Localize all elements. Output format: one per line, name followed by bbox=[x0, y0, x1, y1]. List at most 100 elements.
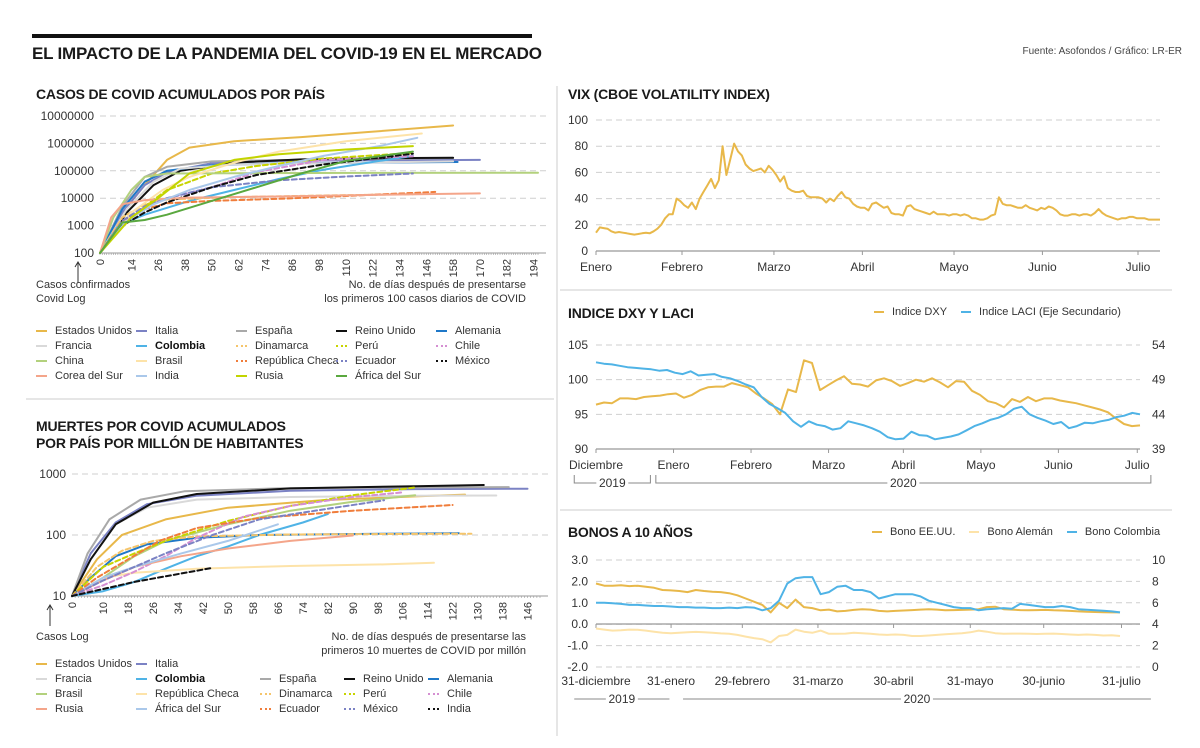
y2-tick-label: 54 bbox=[1152, 338, 1166, 352]
x-tick-label: 138 bbox=[498, 602, 510, 620]
legend-swatch bbox=[436, 330, 447, 333]
x-tick-label: 50 bbox=[207, 259, 219, 271]
x-tick-label: Abril bbox=[850, 260, 874, 274]
y-tick-label: 100000 bbox=[54, 164, 94, 178]
cases-x-note-line: No. de días después de presentarse bbox=[348, 279, 526, 291]
legend-item-espana: España bbox=[260, 672, 316, 686]
series-line-francia bbox=[99, 160, 455, 254]
y-tick-label: -2.0 bbox=[567, 660, 588, 674]
legend-swatch bbox=[336, 375, 347, 378]
deaths-x-note-line: primeros 10 muertes de COVID por millón bbox=[321, 645, 526, 657]
series-line-republica-checa bbox=[71, 561, 435, 597]
legend-item-colombia: Colombia bbox=[136, 339, 205, 353]
legend-swatch bbox=[136, 345, 147, 348]
legend-item-bono-colombia: Bono Colombia bbox=[1084, 526, 1161, 538]
y2-tick-label: 10 bbox=[1152, 553, 1166, 567]
x-tick-label: 34 bbox=[173, 602, 185, 614]
cases-y-note: Casos confirmados Covid Log bbox=[36, 278, 130, 306]
legend-item-francia: Francia bbox=[36, 672, 92, 686]
y-tick-label: 10000000 bbox=[41, 109, 95, 123]
legend-swatch bbox=[36, 708, 47, 711]
series-line-estados-unidos bbox=[99, 124, 455, 254]
y-tick-label: 80 bbox=[575, 139, 589, 153]
legend-label: Ecuador bbox=[355, 355, 396, 367]
y-tick-label: 1000 bbox=[39, 467, 66, 481]
legend-swatch bbox=[428, 708, 439, 711]
legend-label: Alemania bbox=[455, 325, 501, 337]
series-line-china bbox=[99, 171, 539, 254]
legend-label: África del Sur bbox=[355, 370, 422, 382]
column-divider bbox=[556, 86, 558, 736]
legend-swatch bbox=[260, 693, 271, 696]
year-label: 2019 bbox=[608, 692, 635, 706]
cases-chart: 100 1000 10000 100000 1000000 10000000 0 14 26 38… bbox=[41, 109, 546, 283]
legend-item-india: India bbox=[136, 369, 179, 383]
bonds-chart: -2.0 -1.0 0.0 1.0 2.0 3.0 0 2 4 6 8 10 31-diciembre 3… bbox=[561, 553, 1166, 706]
y-tick-label: 10 bbox=[53, 589, 67, 603]
x-tick-label: 106 bbox=[398, 602, 410, 620]
legend-label: Alemania bbox=[447, 673, 493, 685]
y2-tick-label: 2 bbox=[1152, 639, 1159, 653]
legend-label: Rusia bbox=[55, 703, 84, 715]
deaths-chart-title: MUERTES POR COVID ACUMULADOS POR PAÍS PO… bbox=[36, 418, 304, 452]
y-tick-label: 10000 bbox=[61, 191, 95, 205]
legend-label: Corea del Sur bbox=[55, 370, 123, 382]
x-tick-label: Marzo bbox=[812, 458, 846, 472]
x-tick-label: 82 bbox=[323, 602, 335, 614]
legend-swatch bbox=[36, 375, 47, 378]
legend-label: Ecuador bbox=[279, 703, 320, 715]
series-line-ecuador bbox=[99, 172, 414, 254]
year-label: 2020 bbox=[890, 476, 917, 490]
x-tick-label: 30-abril bbox=[874, 674, 914, 688]
legend-swatch bbox=[428, 678, 439, 681]
legend-swatch bbox=[344, 693, 355, 696]
x-tick-label: 146 bbox=[421, 259, 433, 277]
x-tick-label: 122 bbox=[368, 259, 380, 277]
legend-swatch bbox=[336, 345, 347, 348]
x-tick-label: Enero bbox=[658, 458, 690, 472]
legend-item-chile: Chile bbox=[436, 339, 480, 353]
legend-item-italia: Italia bbox=[136, 657, 178, 671]
dxy-legend: Indice DXY Indice LACI (Eje Secundario) bbox=[860, 306, 1121, 318]
legend-label: Italia bbox=[155, 658, 179, 670]
legend-item-chile: Chile bbox=[428, 687, 472, 701]
legend-swatch bbox=[436, 345, 447, 348]
x-tick-label: 146 bbox=[523, 602, 535, 620]
legend-item-colombia: Colombia bbox=[136, 672, 205, 686]
series-line-rusia bbox=[99, 145, 414, 254]
cases-legend: Estados Unidos Francia China Corea del Sur I… bbox=[36, 324, 556, 388]
y-tick-label: 1000 bbox=[67, 219, 94, 233]
deaths-legend: Estados Unidos Francia Brasil Rusia Italia Co… bbox=[36, 657, 556, 721]
series-line-bono-colombia bbox=[596, 576, 1121, 614]
legend-item-corea-del-sur: Corea del Sur bbox=[36, 369, 123, 383]
legend-item-brasil: Brasil bbox=[36, 687, 83, 701]
x-tick-label: 194 bbox=[529, 259, 541, 277]
series-line-indice-dxy bbox=[595, 359, 1141, 428]
x-tick-label: 158 bbox=[448, 259, 460, 277]
x-tick-label: 130 bbox=[473, 602, 485, 620]
y2-tick-label: 44 bbox=[1152, 407, 1166, 421]
x-tick-label: 66 bbox=[273, 602, 285, 614]
legend-swatch bbox=[236, 375, 247, 378]
series-line-brasil bbox=[99, 132, 423, 254]
deaths-x-note-line: No. de días después de presentarse las bbox=[331, 631, 526, 643]
x-tick-label: 26 bbox=[153, 259, 165, 271]
x-tick-label: 14 bbox=[126, 259, 138, 271]
legend-item-espana: España bbox=[236, 324, 292, 338]
x-tick-label: 110 bbox=[341, 259, 353, 277]
legend-item-china: China bbox=[36, 354, 84, 368]
x-tick-label: 42 bbox=[198, 602, 210, 614]
x-tick-label: 0 bbox=[95, 259, 107, 265]
legend-swatch bbox=[36, 693, 47, 696]
legend-swatch bbox=[136, 330, 147, 333]
legend-label: Perú bbox=[363, 688, 387, 700]
legend-item-italia: Italia bbox=[136, 324, 178, 338]
series-line-bono-ee-uu bbox=[595, 582, 1120, 614]
x-tick-label: Marzo bbox=[757, 260, 791, 274]
legend-label: Reino Unido bbox=[355, 325, 416, 337]
legend-item-reino-unido: Reino Unido bbox=[344, 672, 424, 686]
legend-item-rusia: Rusia bbox=[36, 702, 83, 716]
legend-swatch bbox=[236, 360, 247, 363]
legend-item-reino-unido: Reino Unido bbox=[336, 324, 416, 338]
x-tick-label: Julio bbox=[1126, 260, 1151, 274]
